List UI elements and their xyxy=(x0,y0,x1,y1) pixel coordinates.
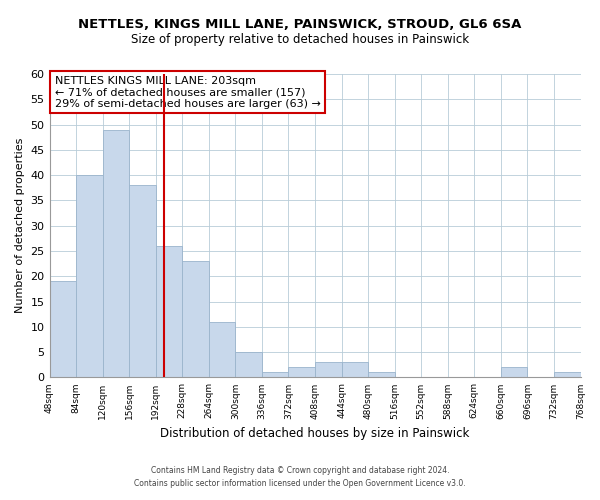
Bar xyxy=(209,322,235,378)
Bar xyxy=(262,372,289,378)
Bar xyxy=(182,261,209,378)
Text: Size of property relative to detached houses in Painswick: Size of property relative to detached ho… xyxy=(131,32,469,46)
Text: NETTLES KINGS MILL LANE: 203sqm
← 71% of detached houses are smaller (157)
29% o: NETTLES KINGS MILL LANE: 203sqm ← 71% of… xyxy=(55,76,321,108)
Bar xyxy=(315,362,341,378)
Bar xyxy=(156,246,182,378)
Bar xyxy=(501,368,527,378)
Bar xyxy=(368,372,395,378)
Y-axis label: Number of detached properties: Number of detached properties xyxy=(15,138,25,314)
Bar xyxy=(50,282,76,378)
X-axis label: Distribution of detached houses by size in Painswick: Distribution of detached houses by size … xyxy=(160,427,470,440)
Text: Contains HM Land Registry data © Crown copyright and database right 2024.
Contai: Contains HM Land Registry data © Crown c… xyxy=(134,466,466,487)
Bar xyxy=(76,175,103,378)
Text: NETTLES, KINGS MILL LANE, PAINSWICK, STROUD, GL6 6SA: NETTLES, KINGS MILL LANE, PAINSWICK, STR… xyxy=(79,18,521,30)
Bar xyxy=(235,352,262,378)
Bar xyxy=(289,368,315,378)
Bar xyxy=(554,372,581,378)
Bar xyxy=(341,362,368,378)
Bar xyxy=(129,186,156,378)
Bar xyxy=(103,130,129,378)
